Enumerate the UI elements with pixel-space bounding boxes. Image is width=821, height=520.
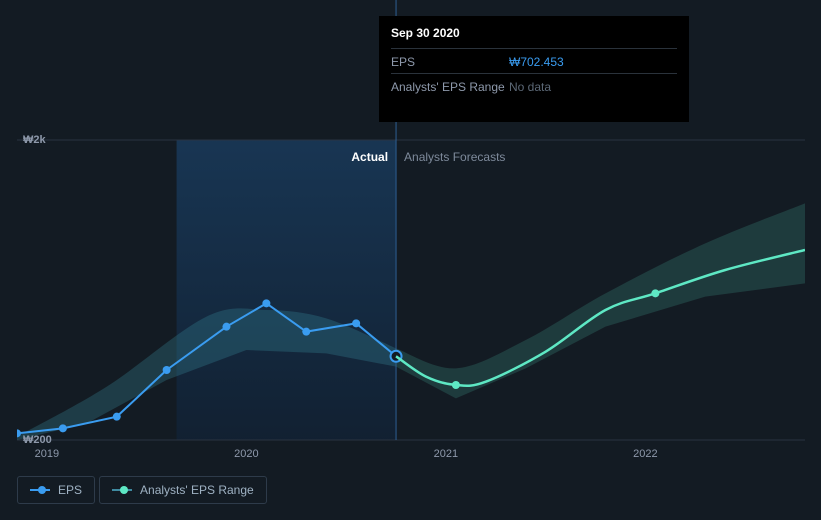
x-tick-label: 2019 — [35, 448, 59, 460]
legend-swatch-eps — [30, 485, 50, 495]
x-tick-label: 2022 — [633, 448, 657, 460]
x-tick-label: 2020 — [234, 448, 258, 460]
tooltip-row-value: ₩702.453 — [509, 53, 564, 71]
chart-legend: EPS Analysts' EPS Range — [17, 476, 267, 504]
tooltip-row: EPS₩702.453 — [391, 48, 677, 73]
legend-label: Analysts' EPS Range — [140, 483, 254, 497]
x-tick-label: 2021 — [434, 448, 458, 460]
legend-item-eps[interactable]: EPS — [17, 476, 95, 504]
legend-label: EPS — [58, 483, 82, 497]
hover-tooltip: Sep 30 2020 EPS₩702.453Analysts' EPS Ran… — [379, 16, 689, 122]
legend-swatch-range — [112, 485, 132, 495]
tooltip-date: Sep 30 2020 — [391, 26, 677, 44]
legend-item-range[interactable]: Analysts' EPS Range — [99, 476, 267, 504]
tooltip-row: Analysts' EPS RangeNo data — [391, 73, 677, 98]
tooltip-row-label: EPS — [391, 53, 509, 71]
tooltip-row-label: Analysts' EPS Range — [391, 78, 509, 96]
tooltip-row-value: No data — [509, 78, 551, 96]
